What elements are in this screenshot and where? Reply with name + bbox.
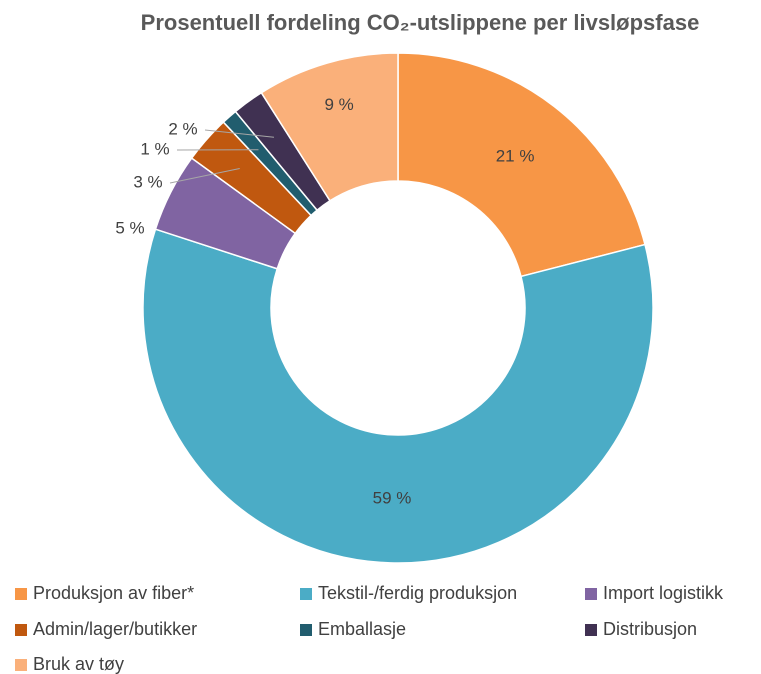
legend-label: Produksjon av fiber* bbox=[33, 583, 194, 603]
legend-label: Bruk av tøy bbox=[33, 654, 124, 674]
leader-line bbox=[204, 129, 275, 138]
legend-swatch bbox=[300, 624, 312, 636]
legend-swatch bbox=[15, 588, 27, 600]
data-label: 3 % bbox=[133, 172, 162, 191]
data-label: 1 % bbox=[140, 139, 169, 158]
data-label: 2 % bbox=[168, 119, 197, 138]
donut-slice bbox=[260, 52, 399, 202]
legend-label: Import logistikk bbox=[603, 583, 724, 603]
legend-swatch bbox=[15, 624, 27, 636]
legend-label: Admin/lager/butikker bbox=[33, 619, 197, 639]
legend-label: Tekstil-/ferdig produksjon bbox=[318, 583, 517, 603]
data-label: 5 % bbox=[115, 218, 144, 237]
legend-swatch bbox=[585, 624, 597, 636]
legend-swatch bbox=[585, 588, 597, 600]
data-label: 21 % bbox=[496, 147, 535, 166]
legend-label: Distribusjon bbox=[603, 619, 697, 639]
donut-slice bbox=[397, 52, 646, 278]
data-label: 9 % bbox=[324, 95, 353, 114]
data-label: 59 % bbox=[373, 488, 412, 507]
legend-swatch bbox=[15, 659, 27, 671]
legend-label: Emballasje bbox=[318, 619, 406, 639]
chart-title: Prosentuell fordeling CO₂-utslippene per… bbox=[141, 10, 700, 35]
leader-line bbox=[169, 167, 240, 184]
legend-swatch bbox=[300, 588, 312, 600]
donut-slice bbox=[142, 228, 654, 564]
